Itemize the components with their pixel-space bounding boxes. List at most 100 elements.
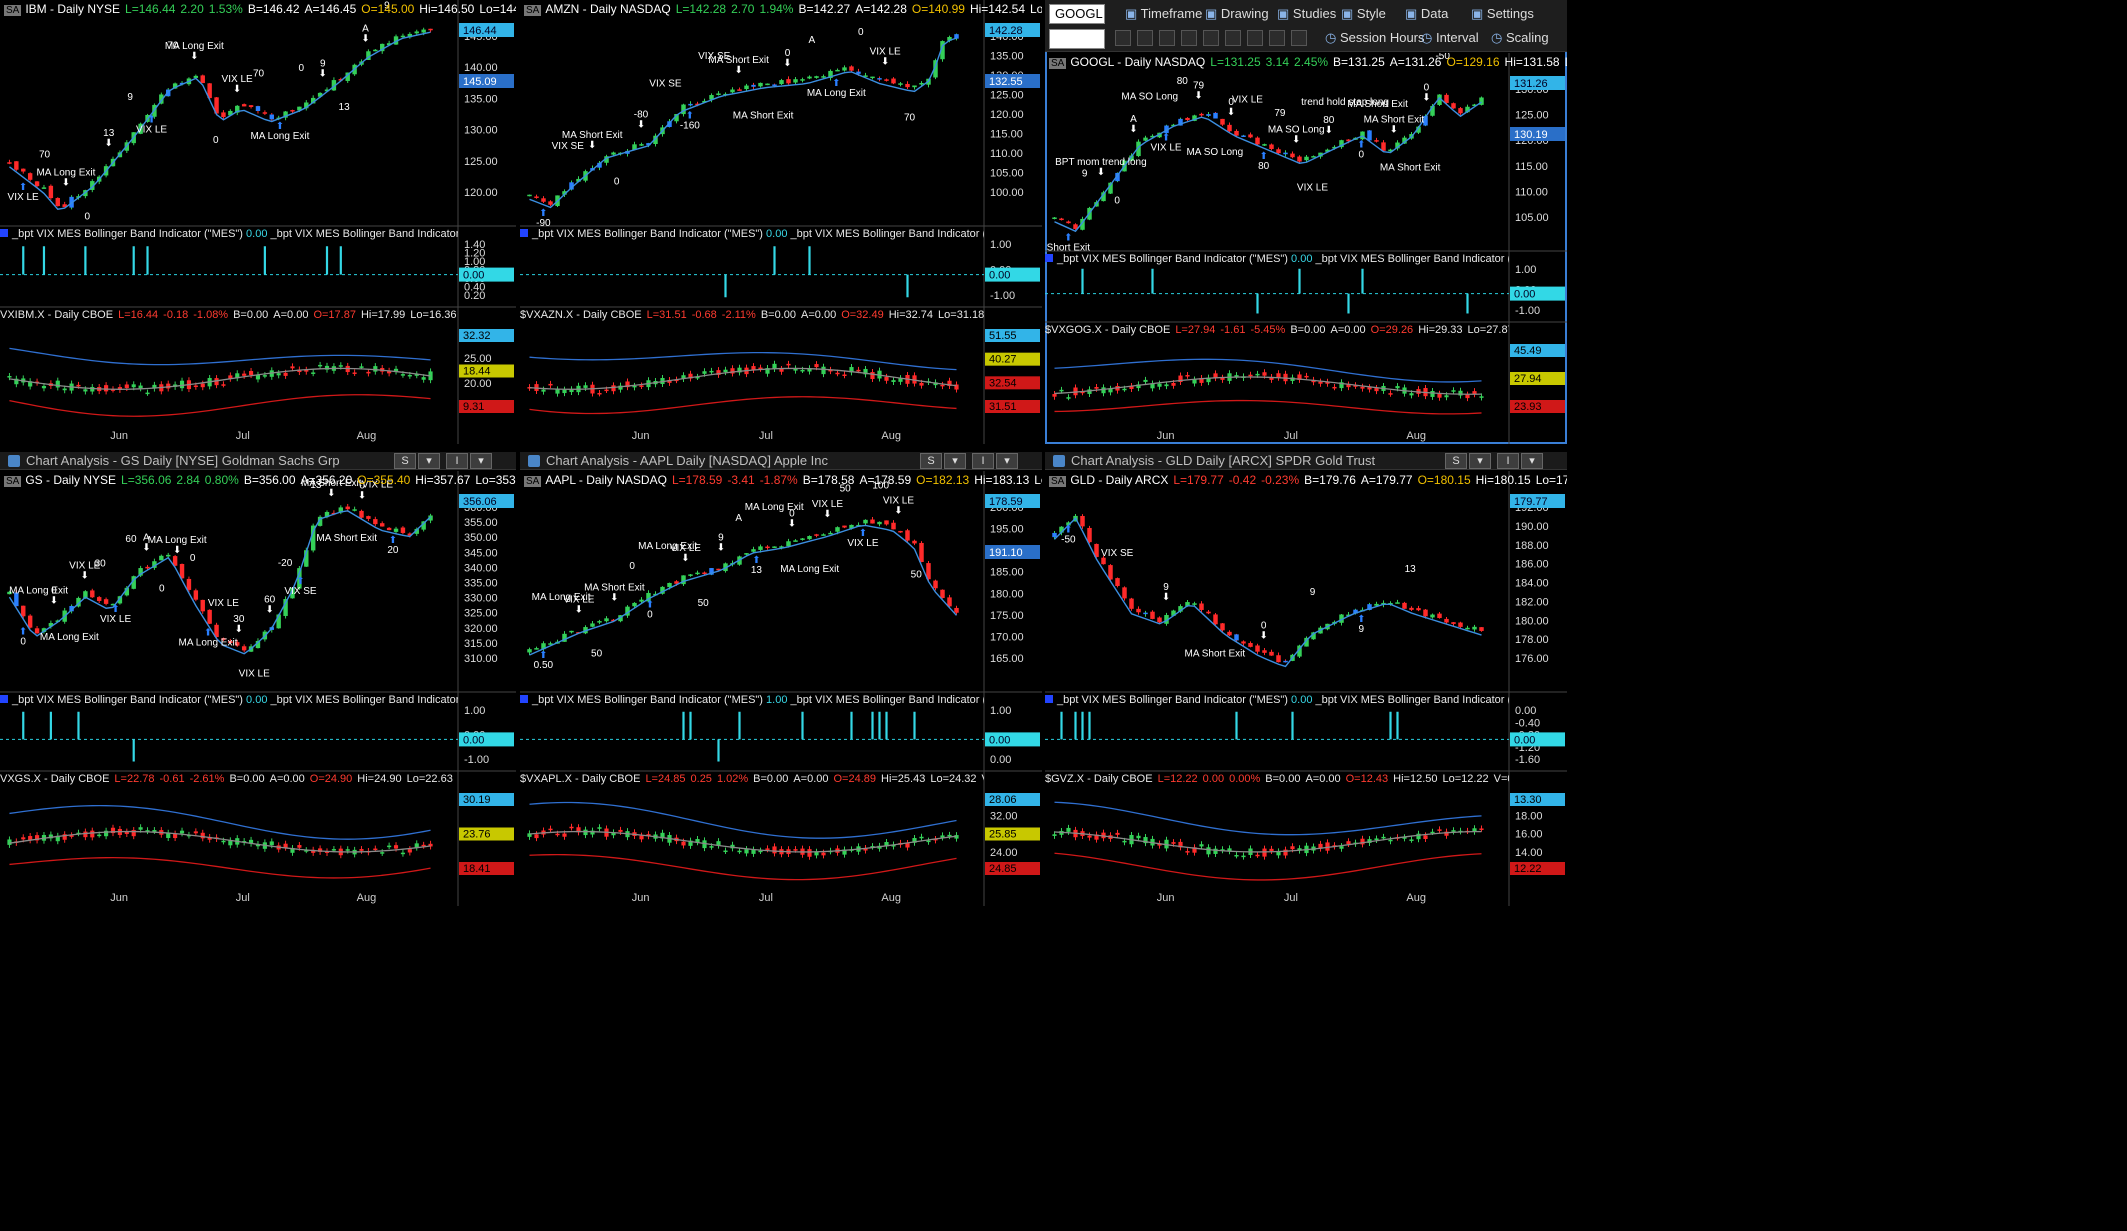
- chart-canvas[interactable]: 130.00125.00120.00115.00110.00105.00131.…: [1045, 53, 1567, 444]
- signal-arrow-icon: ⬇: [1259, 630, 1267, 641]
- volatility-candle: [632, 382, 637, 391]
- price-candle: [751, 82, 756, 90]
- chart-canvas[interactable]: 140.00135.00130.00125.00120.00115.00110.…: [520, 0, 1042, 444]
- interval-link-button[interactable]: I: [446, 453, 468, 469]
- timeframe-menu[interactable]: ▣ Timeframe: [1125, 4, 1202, 24]
- volatility-candle: [1465, 391, 1470, 402]
- chart-window-amzn[interactable]: 140.00135.00130.00125.00120.00115.00110.…: [520, 0, 1042, 444]
- window-title-bar[interactable]: Chart Analysis - GS Daily [NYSE] Goldman…: [0, 452, 516, 470]
- price-candle: [639, 597, 644, 604]
- chart-window-ibm[interactable]: 145.00140.00135.00130.00125.00120.00146.…: [0, 0, 516, 444]
- toolbar-tool-icon[interactable]: [1137, 30, 1153, 46]
- toolbar-tool-icon[interactable]: [1291, 30, 1307, 46]
- chart-canvas[interactable]: 145.00140.00135.00130.00125.00120.00146.…: [0, 0, 516, 444]
- volatility-candle: [688, 370, 693, 382]
- symbol-input[interactable]: GOOGL: [1049, 4, 1105, 24]
- chart-canvas[interactable]: 192.00190.00188.00186.00184.00182.00180.…: [1045, 471, 1567, 906]
- toolbar-tool-icon[interactable]: [1247, 30, 1263, 46]
- interval-link-dropdown[interactable]: ▾: [470, 453, 492, 469]
- price-candle: [919, 81, 924, 86]
- price-candle: [625, 605, 630, 618]
- toolbar-tool-icon[interactable]: [1203, 30, 1219, 46]
- style-menu[interactable]: ▣ Style: [1341, 4, 1386, 24]
- symbol-link-button[interactable]: S: [1445, 453, 1467, 469]
- price-candle: [34, 625, 40, 634]
- toolbar-tool-icon[interactable]: [1225, 30, 1241, 46]
- window-title-bar[interactable]: Chart Analysis - GLD Daily [ARCX] SPDR G…: [1045, 452, 1567, 470]
- symbol-link-dropdown[interactable]: ▾: [418, 453, 440, 469]
- price-candle: [709, 93, 714, 103]
- price-candle: [1367, 130, 1372, 142]
- toolbar-tool-icon[interactable]: [1115, 30, 1131, 46]
- data-menu[interactable]: ▣ Data: [1405, 4, 1448, 24]
- interval-link-dropdown[interactable]: ▾: [1521, 453, 1543, 469]
- indicator-color-swatch: [0, 229, 8, 237]
- chart-window-googl[interactable]: GOOGL ▣ Timeframe ▣ Drawing ▣ Studies ▣ Styl…: [1045, 0, 1567, 444]
- indicator-axis-tick: 1.00: [990, 239, 1011, 251]
- volatility-candle: [758, 847, 763, 854]
- symbol-link-dropdown[interactable]: ▾: [1469, 453, 1491, 469]
- strategy-annotation: 80: [1323, 115, 1335, 126]
- strategy-annotation: MA Long Exit: [250, 131, 309, 142]
- window-title-bar[interactable]: Chart Analysis - AAPL Daily [NASDAQ] App…: [520, 452, 1042, 470]
- signal-arrow-icon: ⬇: [1292, 134, 1300, 145]
- signal-arrow-icon: ⬇: [62, 178, 70, 189]
- symbol-link-dropdown[interactable]: ▾: [944, 453, 966, 469]
- signal-arrow-icon: ⬇: [235, 624, 243, 635]
- volatility-candle: [1367, 384, 1372, 393]
- volatility-candle: [1472, 825, 1477, 835]
- interval-link-dropdown[interactable]: ▾: [996, 453, 1018, 469]
- price-candle: [241, 103, 247, 107]
- settings-menu[interactable]: ▣ Settings: [1471, 4, 1534, 24]
- price-candle: [786, 76, 791, 85]
- toolbar-tool-icon[interactable]: [1159, 30, 1175, 46]
- volatility-candle: [324, 848, 330, 856]
- volatility-candle: [863, 365, 868, 378]
- chart-window-gld[interactable]: Chart Analysis - GLD Daily [ARCX] SPDR G…: [1045, 452, 1567, 906]
- symbol-link-button[interactable]: S: [394, 453, 416, 469]
- price-candle: [1199, 112, 1204, 117]
- toolbar-tool-icon[interactable]: [1181, 30, 1197, 46]
- chart-window-aapl[interactable]: Chart Analysis - AAPL Daily [NASDAQ] App…: [520, 452, 1042, 906]
- studies-menu[interactable]: ▣ Studies: [1277, 4, 1336, 24]
- volatility-candle: [1087, 386, 1092, 397]
- chart-canvas[interactable]: 360.00355.00350.00345.00340.00335.00330.…: [0, 471, 516, 906]
- price-candle: [898, 530, 903, 533]
- signal-arrow-icon: ⬇: [894, 506, 902, 517]
- svg-text:145.09: 145.09: [463, 76, 497, 88]
- volatility-value-tag: 27.94: [1510, 372, 1565, 385]
- volatility-candle: [145, 827, 150, 835]
- interval-link-button[interactable]: I: [1497, 453, 1519, 469]
- volatility-candle: [166, 380, 171, 392]
- symbol-link-button[interactable]: S: [920, 453, 942, 469]
- date-axis-label: Jun: [632, 430, 650, 442]
- price-candle: [863, 72, 868, 77]
- price-candle: [1136, 606, 1141, 615]
- indicator-axis-tick: 0.20: [464, 290, 485, 302]
- volatility-value-tag: 30.19: [459, 793, 514, 806]
- interval-menu[interactable]: ◷ Interval: [1421, 28, 1479, 48]
- chart-window-gs[interactable]: Chart Analysis - GS Daily [NYSE] Goldman…: [0, 452, 516, 906]
- chart-canvas[interactable]: 200.00195.00190.00185.00180.00175.00170.…: [520, 471, 1042, 906]
- price-axis-tick: 115.00: [1515, 161, 1548, 173]
- signal-arrow-icon: ⬆: [19, 626, 27, 637]
- drawing-menu[interactable]: ▣ Drawing: [1205, 4, 1269, 24]
- price-candle: [1199, 601, 1204, 613]
- scaling-menu[interactable]: ◷ Scaling: [1491, 28, 1549, 48]
- volatility-candle: [821, 363, 826, 378]
- svg-text:51.55: 51.55: [989, 330, 1017, 342]
- volatility-candle: [1157, 840, 1162, 849]
- indicator-value-tag: 0.00: [1510, 732, 1565, 747]
- volatility-header: VXGS.X - Daily CBOE L=22.78 -0.61 -2.61% B=0…: [0, 773, 458, 785]
- interval-link-button[interactable]: I: [972, 453, 994, 469]
- svg-text:0.00: 0.00: [989, 734, 1010, 746]
- indicator-price-tag: 132.55: [985, 74, 1040, 88]
- signal-arrow-icon: ⬇: [361, 34, 369, 45]
- price-axis-tick: 176.00: [1515, 653, 1549, 665]
- toolbar-tool-icon[interactable]: [1269, 30, 1285, 46]
- price-candle: [807, 75, 812, 80]
- signal-arrow-icon: ⬇: [233, 84, 241, 95]
- interval-input[interactable]: [1049, 29, 1105, 49]
- volatility-candle: [1472, 388, 1477, 398]
- session-hours-menu[interactable]: ◷ Session Hours: [1325, 28, 1425, 48]
